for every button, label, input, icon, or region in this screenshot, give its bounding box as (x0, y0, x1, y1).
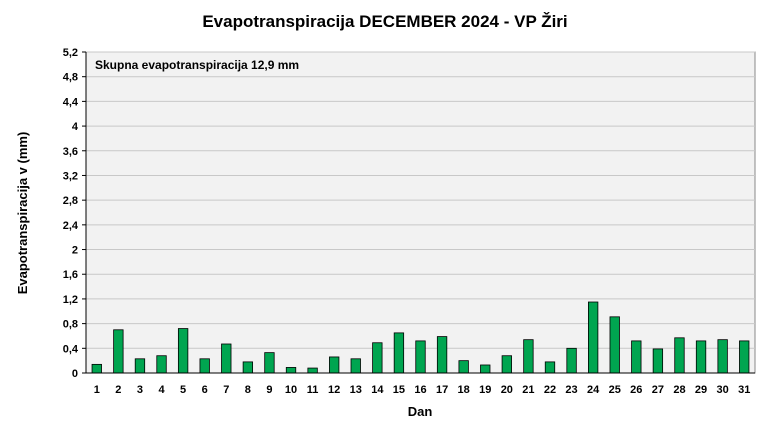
bar-day-8 (242, 361, 254, 374)
y-tick-label: 2,8 (63, 195, 78, 207)
bar-day-23 (566, 347, 577, 374)
y-tick-label: 3,6 (63, 146, 78, 158)
y-tick-label: 2,4 (63, 220, 79, 232)
x-tick-label: 10 (285, 384, 297, 396)
y-tick-label: 0,8 (63, 319, 78, 331)
y-tick-label: 5,2 (63, 47, 78, 59)
x-tick-label: 19 (479, 384, 491, 396)
x-tick-label: 5 (180, 384, 186, 396)
x-tick-label: 15 (393, 384, 405, 396)
x-tick-label: 12 (328, 384, 340, 396)
bar-day-27 (652, 348, 664, 374)
bar-day-1 (91, 363, 102, 374)
bar-day-28 (674, 337, 685, 374)
y-tick-label: 4 (72, 121, 79, 133)
x-axis-label: Dan (408, 404, 433, 419)
x-tick-label: 24 (587, 384, 600, 396)
bar-day-9 (264, 352, 275, 374)
x-tick-label: 28 (673, 384, 685, 396)
x-tick-label: 26 (630, 384, 642, 396)
bar-day-21 (523, 339, 534, 374)
bar-day-7 (221, 343, 232, 374)
x-tick-label: 9 (266, 384, 272, 396)
x-tick-label: 4 (158, 384, 165, 396)
y-tick-label: 1,6 (63, 269, 78, 281)
bar-day-15 (393, 332, 405, 374)
x-tick-label: 30 (717, 384, 729, 396)
y-tick-label: 3,2 (63, 170, 78, 182)
y-tick-label: 0,4 (63, 343, 79, 355)
x-tick-label: 16 (414, 384, 426, 396)
bar-day-16 (415, 340, 426, 374)
y-tick-label: 2 (72, 245, 78, 257)
y-axis-label: Evapotranspiracija v (mm) (15, 132, 30, 295)
y-tick-label: 1,2 (63, 294, 78, 306)
x-tick-label: 20 (501, 384, 513, 396)
x-tick-label: 23 (565, 384, 577, 396)
y-tick-labels: 0 0,4 0,8 1,2 1,6 2 2,4 2,8 3,2 3,6 4 4,4 4,8 5,2 (63, 47, 86, 380)
bar-day-18 (458, 360, 469, 374)
x-tick-labels: 1 2 3 4 5 6 7 8 9 10 11 12 13 14 15 16 17 18 19 20 21 22 23 24 2… (94, 384, 751, 396)
bar-day-2 (113, 329, 124, 374)
bar-day-14 (372, 342, 383, 374)
x-tick-label: 13 (350, 384, 362, 396)
x-tick-label: 11 (307, 384, 319, 396)
bar-day-22 (544, 361, 556, 374)
x-tick-label: 22 (544, 384, 556, 396)
bar-day-6 (199, 358, 210, 374)
bar-day-4 (156, 355, 167, 374)
bar-day-17 (436, 336, 448, 374)
x-tick-label: 17 (436, 384, 448, 396)
bar-day-24 (588, 301, 599, 374)
bar-day-20 (501, 355, 512, 374)
y-tick-label: 4,8 (63, 72, 78, 84)
bar-day-26 (631, 340, 642, 374)
bar-day-11 (307, 367, 318, 374)
bar-day-29 (695, 340, 707, 374)
bar-day-31 (739, 340, 750, 374)
x-tick-label: 3 (137, 384, 143, 396)
x-tick-label: 2 (115, 384, 121, 396)
x-tick-label: 14 (371, 384, 384, 396)
x-tick-label: 7 (223, 384, 229, 396)
bar-day-25 (609, 316, 620, 374)
x-tick-label: 29 (695, 384, 707, 396)
bar-day-3 (134, 358, 146, 374)
bar-day-10 (285, 367, 297, 374)
x-tick-label: 25 (609, 384, 621, 396)
x-tick-label: 27 (652, 384, 664, 396)
y-tick-label: 0 (72, 368, 78, 380)
x-tick-label: 8 (245, 384, 251, 396)
x-tick-label: 1 (94, 384, 100, 396)
bar-day-13 (350, 358, 361, 374)
y-tick-label: 4,4 (63, 96, 79, 108)
bar-day-12 (329, 356, 340, 374)
grid-lines (86, 51, 755, 349)
x-tick-label: 31 (738, 384, 750, 396)
plot-area (85, 51, 756, 374)
x-tick-label: 21 (522, 384, 534, 396)
x-tick-label: 18 (458, 384, 470, 396)
x-tick-label: 6 (202, 384, 208, 396)
bar-day-5 (177, 328, 189, 374)
total-annotation: Skupna evapotranspiracija 12,9 mm (95, 58, 299, 72)
bar-day-19 (480, 364, 491, 374)
bar-day-30 (717, 339, 728, 374)
chart-title: Evapotranspiracija DECEMBER 2024 - VP Ži… (202, 12, 567, 31)
